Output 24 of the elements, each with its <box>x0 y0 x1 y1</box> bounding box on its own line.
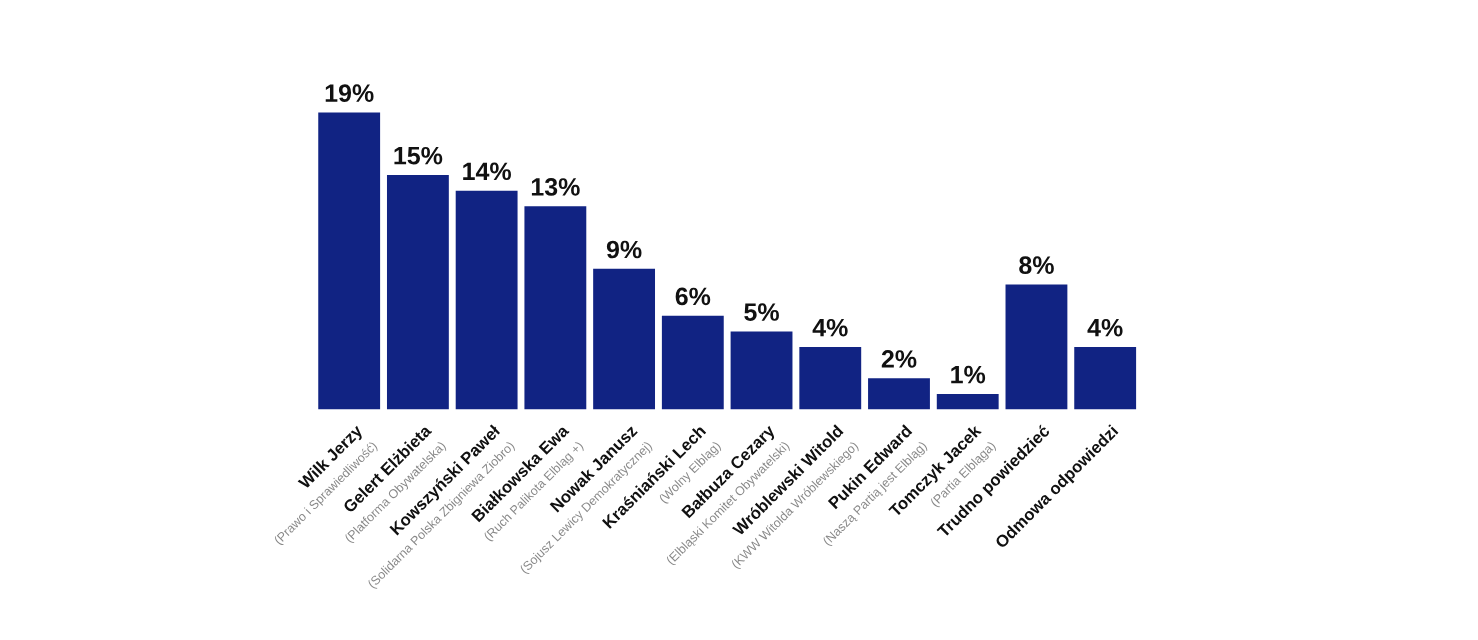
bar <box>1005 284 1068 410</box>
data-label: 13% <box>531 178 580 196</box>
data-label: 14% <box>463 162 511 181</box>
data-label: 8% <box>1019 256 1054 274</box>
bar <box>936 393 999 410</box>
data-label: 4% <box>1087 318 1123 337</box>
bar <box>868 378 930 410</box>
data-label: 2% <box>881 350 917 368</box>
bar <box>318 112 381 410</box>
data-label: 19% <box>325 84 374 102</box>
bar <box>661 315 724 410</box>
data-label: 4% <box>812 318 848 337</box>
bar <box>593 268 656 410</box>
data-label: 9% <box>606 240 642 259</box>
data-label: 15% <box>394 146 443 165</box>
bar <box>1074 347 1137 410</box>
bar <box>455 190 518 410</box>
bar <box>730 331 793 410</box>
bar <box>386 175 449 410</box>
data-label: 1% <box>951 365 986 384</box>
data-label: 5% <box>744 303 779 321</box>
bar <box>799 347 862 410</box>
bar <box>524 206 587 410</box>
data-label: 6% <box>675 287 711 306</box>
